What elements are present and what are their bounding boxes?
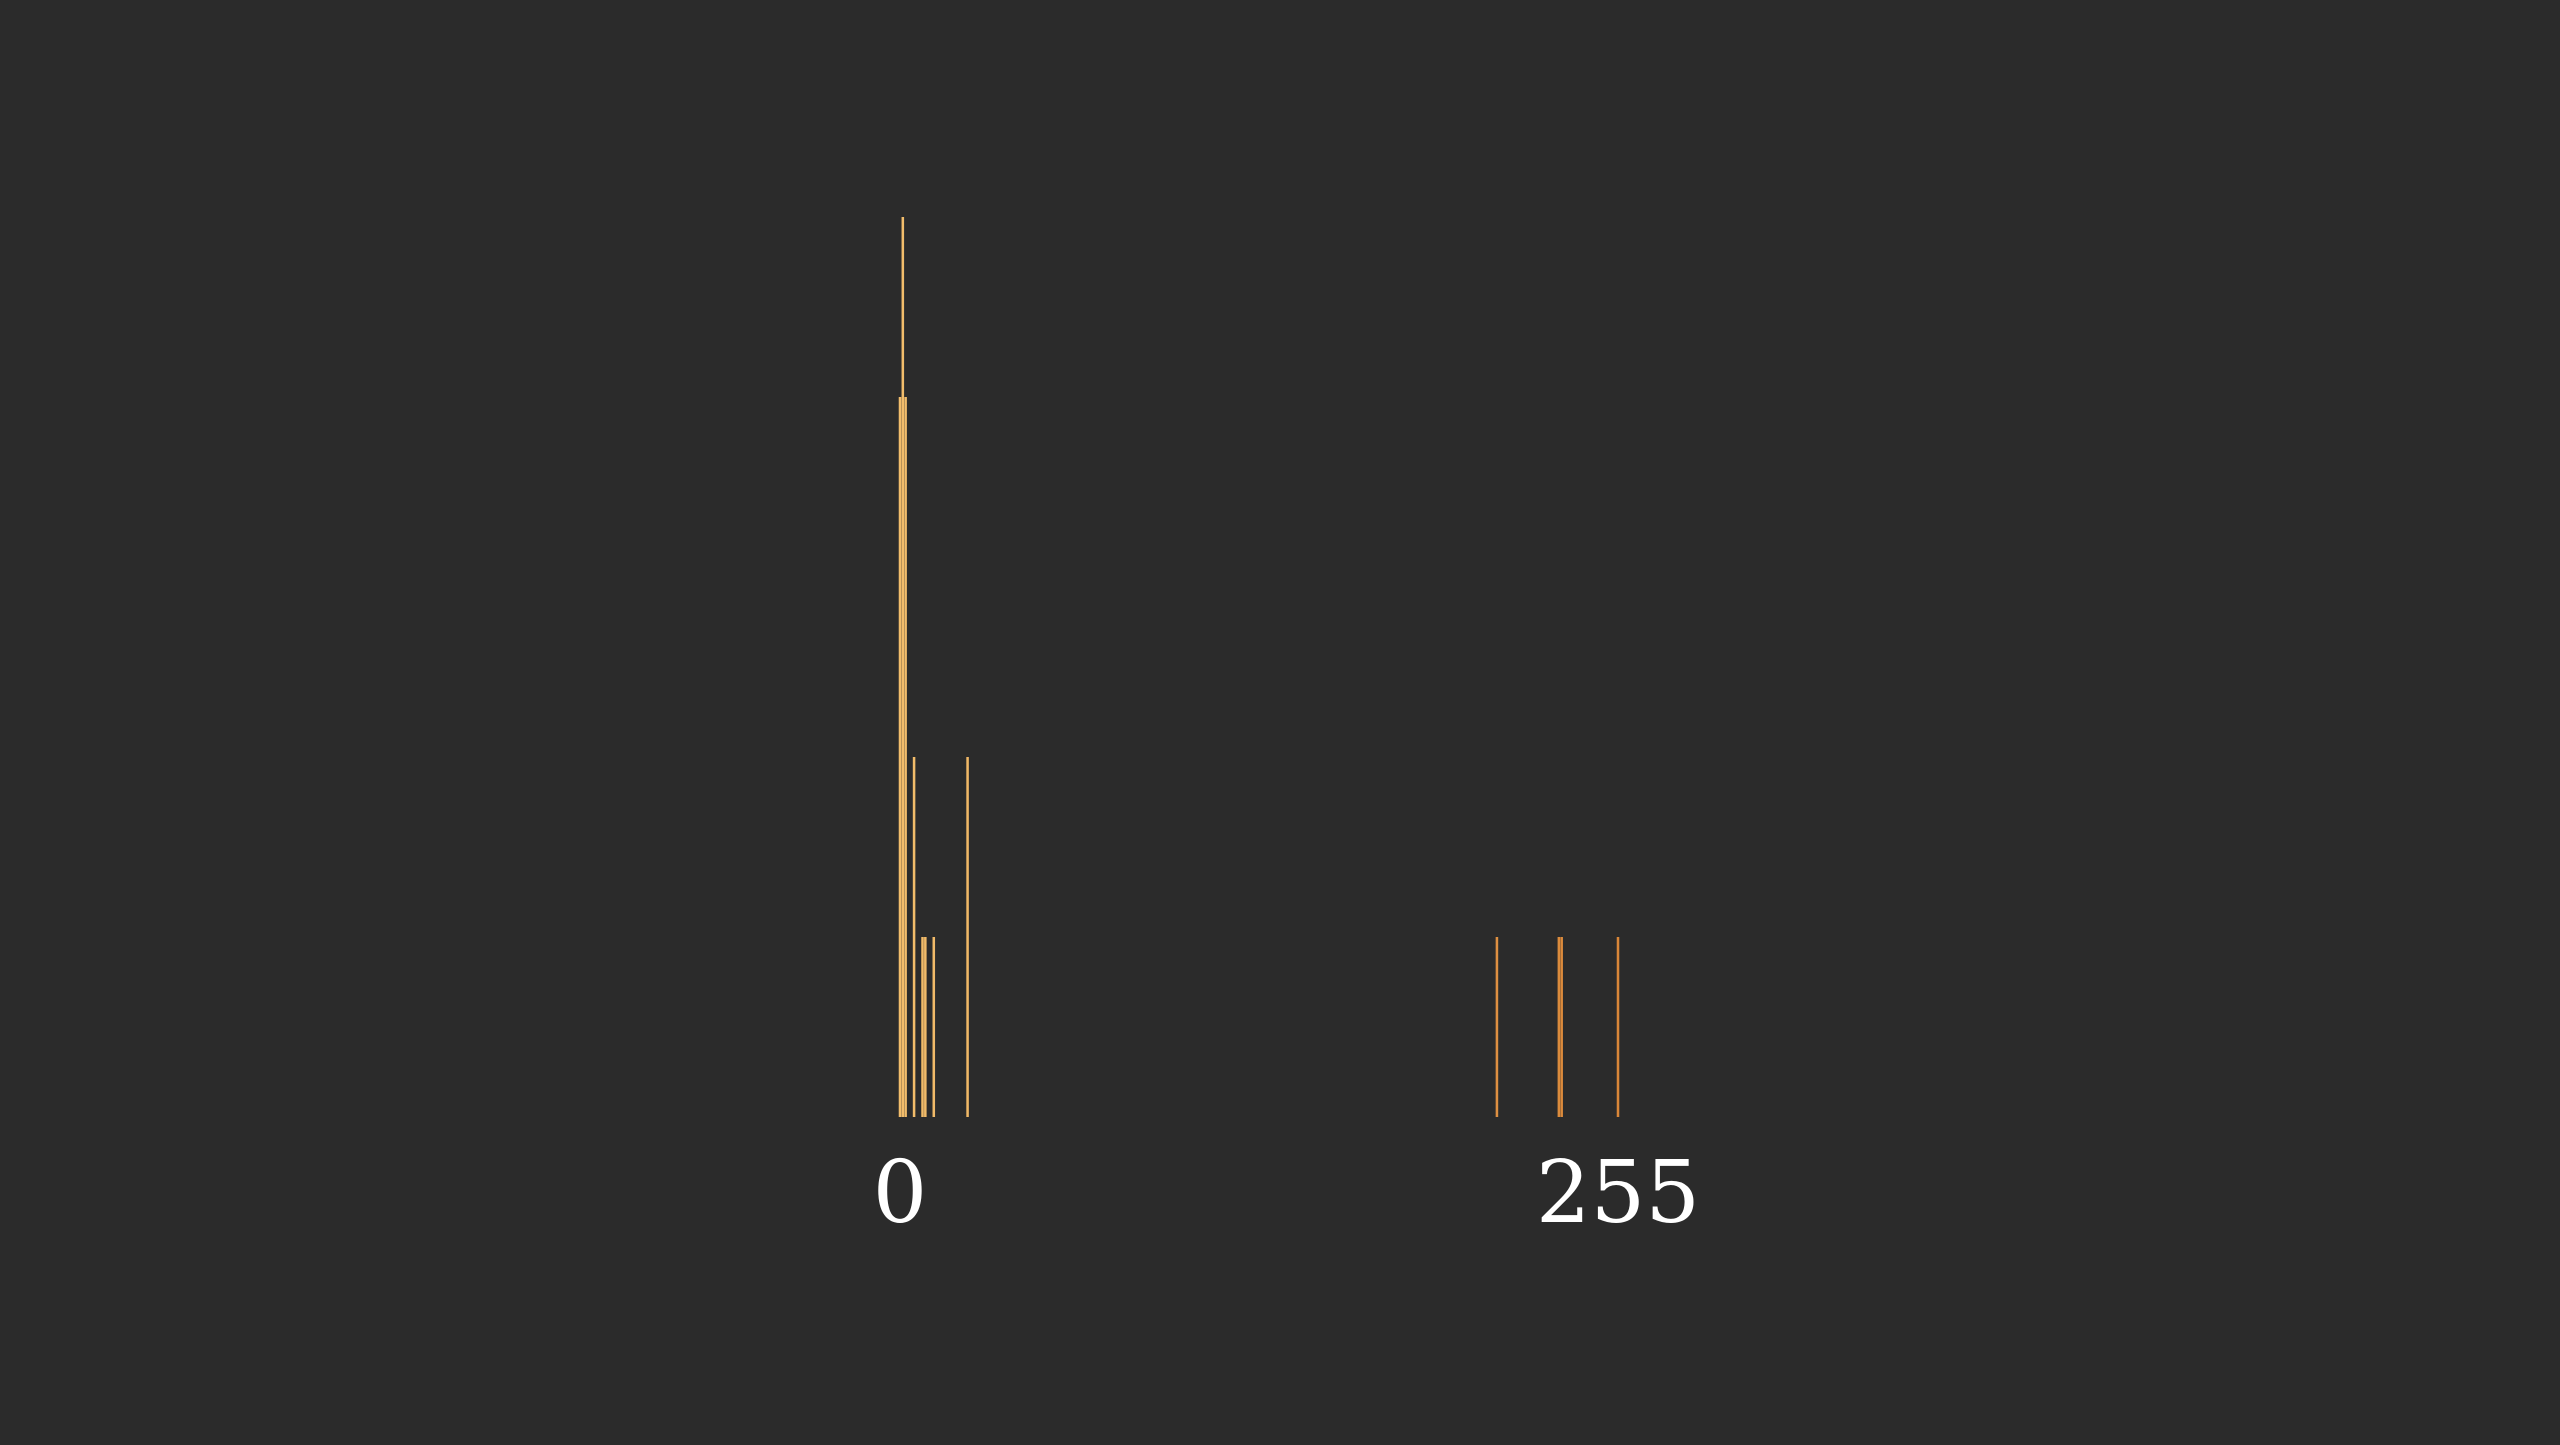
histogram-bar-5 <box>912 757 916 1117</box>
histogram-bar-8 <box>921 937 924 1117</box>
histogram-bar-12 <box>932 937 936 1117</box>
histogram-bar-1 <box>901 217 905 1117</box>
x-tick-labels: 0 255 <box>873 1143 1700 1243</box>
histogram-bar-2 <box>904 397 907 1117</box>
x-tick-label-0: 0 <box>873 1143 928 1243</box>
histogram-bar-0 <box>898 397 902 1117</box>
histogram-bar-9 <box>924 937 927 1117</box>
histogram-bar-212 <box>1495 937 1499 1117</box>
histogram-bar-234 <box>1557 937 1561 1117</box>
bars-layer <box>898 217 1620 1117</box>
x-tick-label-255: 255 <box>1536 1143 1700 1243</box>
histogram-bar-24 <box>966 757 969 1117</box>
histogram-bar-235 <box>1560 937 1563 1117</box>
histogram-bar-255 <box>1616 937 1620 1117</box>
